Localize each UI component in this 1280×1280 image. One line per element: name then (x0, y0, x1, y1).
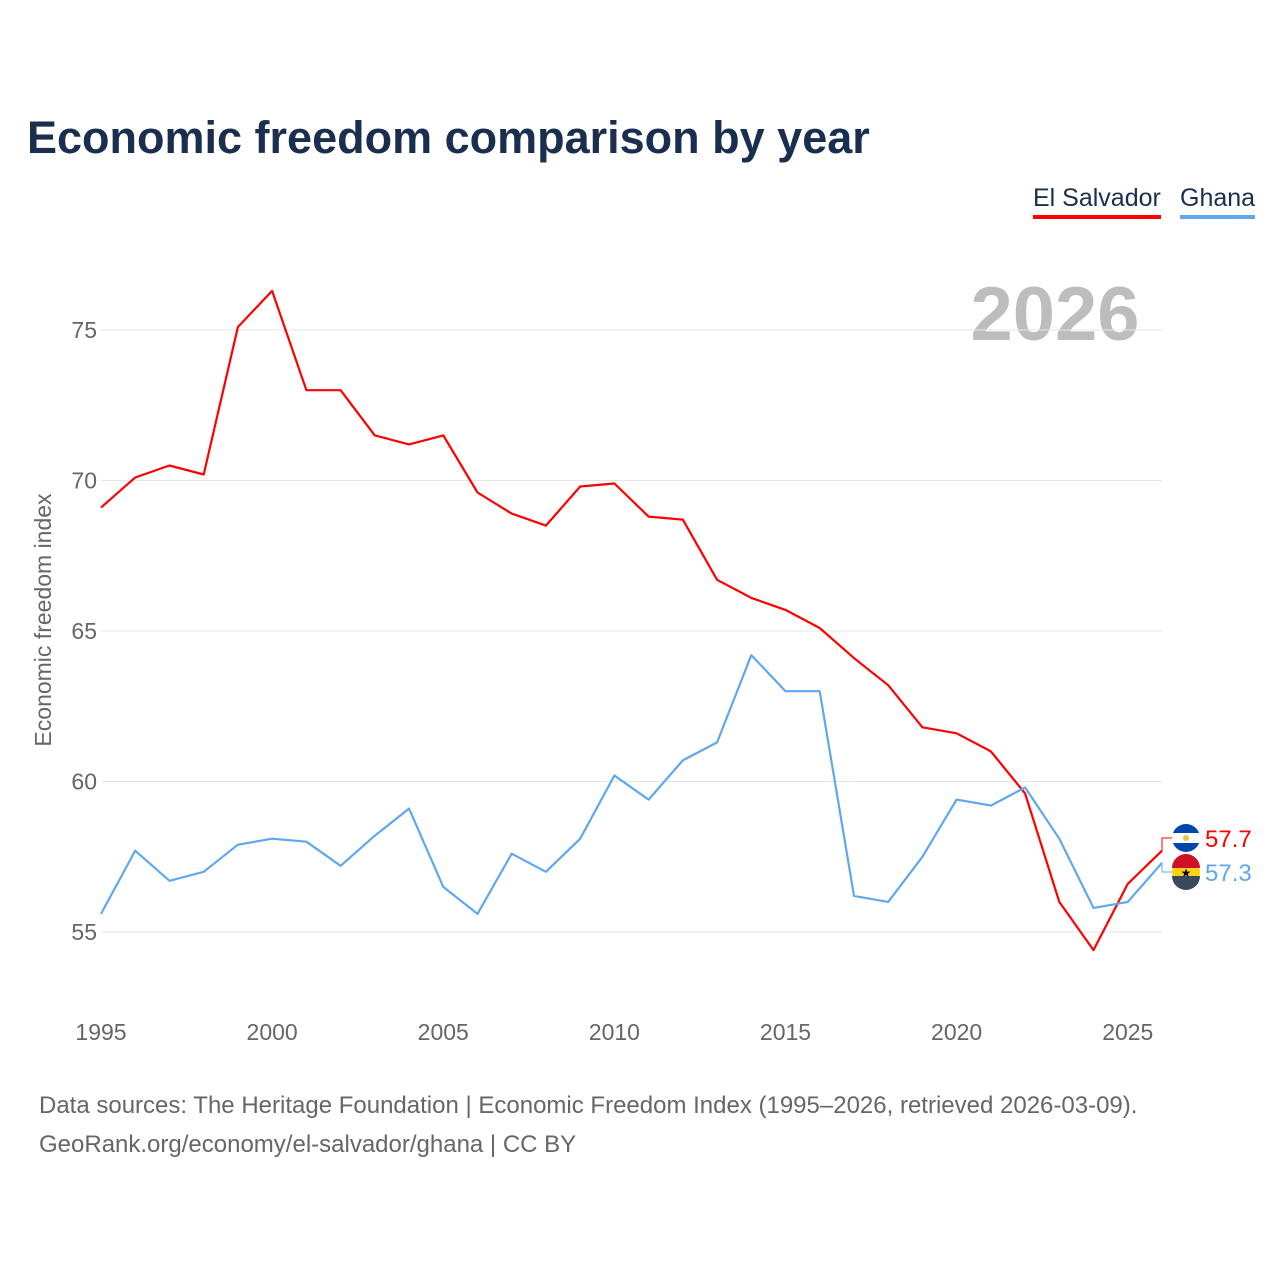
label-connector (1161, 862, 1172, 873)
y-axis-label: Economic freedom index (30, 493, 56, 747)
y-tick-label: 65 (71, 618, 97, 644)
label-connector (1161, 837, 1172, 851)
end-value-label: 57.3 (1205, 860, 1252, 887)
y-tick-label: 75 (71, 317, 97, 343)
flag-emblem (1183, 835, 1189, 841)
x-tick-label: 2015 (760, 1019, 811, 1045)
chart-title: Economic freedom comparison by year (27, 112, 870, 163)
flag-stripe (1172, 854, 1200, 868)
x-tick-label: 2005 (418, 1019, 469, 1045)
end-value-label: 57.7 (1205, 826, 1252, 853)
footer: Data sources: The Heritage Foundation | … (39, 1086, 1137, 1164)
legend-ghana[interactable]: Ghana (1180, 184, 1256, 219)
x-tick-label: 2000 (247, 1019, 298, 1045)
source-link[interactable]: GeoRank.org/economy/el-salvador/ghana | … (39, 1131, 577, 1158)
x-tick-label: 2020 (931, 1019, 982, 1045)
current-year-label: 2026 (970, 272, 1139, 357)
y-tick-label: 55 (71, 919, 97, 945)
x-tick-label: 2025 (1102, 1019, 1153, 1045)
y-tick-label: 60 (71, 769, 97, 795)
x-tick-label: 2010 (589, 1019, 640, 1045)
y-tick-label: 70 (71, 468, 97, 494)
series-line-el-salvador (100, 289, 1163, 952)
data-source: Data sources: The Heritage Foundation | … (39, 1092, 1138, 1119)
flag-star: ★ (1181, 866, 1192, 880)
x-tick-label: 1995 (75, 1019, 126, 1045)
legend-el-salvador[interactable]: El Salvador (1033, 184, 1161, 219)
flag-stripe (1172, 876, 1200, 890)
series-line-ghana (100, 653, 1163, 916)
